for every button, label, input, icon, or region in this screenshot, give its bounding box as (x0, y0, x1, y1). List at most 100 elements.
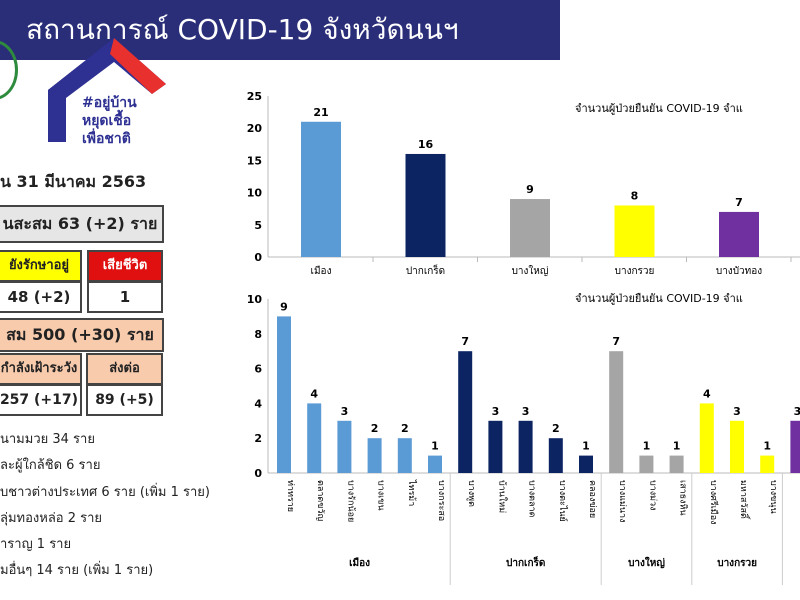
chart-title: จำนวนผู้ป่วยยืนยัน COVID-19 จำแ (575, 292, 743, 305)
data-label: 7 (461, 335, 469, 348)
bar (367, 438, 382, 473)
source-item: ำราญ 1 ราย (0, 537, 72, 552)
y-tick-label: 6 (254, 363, 262, 376)
group-label: เมือง (349, 557, 370, 569)
page-title: สถานการณ์ COVID-19 จังหวัดนนฯ (0, 0, 560, 60)
bar (405, 153, 446, 257)
source-item: มอื่นๆ 14 ราย (เพิ่ม 1 ราย) (0, 563, 154, 578)
y-tick-label: 2 (254, 432, 262, 445)
house-roof-icon (48, 38, 166, 142)
x-tick-label: ท่าทราย (285, 480, 295, 512)
x-tick-label: บางขนุน (768, 480, 778, 514)
y-tick-label: 15 (247, 154, 262, 167)
bar (760, 455, 775, 473)
x-tick-label: บ้านใหม่ (496, 480, 507, 513)
x-tick-label: บางแม่นาง (617, 480, 627, 523)
x-tick-label: บางพูด (466, 480, 476, 507)
bar (639, 455, 654, 473)
data-label: 4 (703, 387, 711, 400)
bar (518, 420, 533, 473)
confirmed-total: นสะสม 63 (+2) ราย (0, 205, 164, 243)
y-tick-label: 4 (254, 397, 262, 410)
treating-value: 48 (+2) (0, 281, 82, 313)
bar (428, 455, 442, 473)
x-tick-label: ตลาดขวัญ (315, 480, 325, 521)
data-label: 1 (431, 440, 439, 453)
bar (397, 438, 412, 473)
x-tick-label: ไทรม้า (406, 479, 417, 506)
data-label: 21 (313, 106, 328, 119)
source-item: ลุ่มทองหล่อ 2 ราย (0, 511, 103, 526)
pui-total: สม 500 (+30) ราย (0, 318, 164, 352)
bar (277, 316, 291, 473)
deaths-value: 1 (87, 281, 163, 313)
y-tick-label: 8 (254, 328, 262, 341)
data-label: 9 (280, 300, 288, 313)
data-label: 2 (401, 422, 409, 435)
data-label: 16 (418, 138, 434, 151)
monitoring-value: 257 (+17) (0, 384, 82, 416)
campaign-text: #อยู่บ้าน หยุดเชื้อ เพื่อชาติ (82, 95, 137, 147)
x-tick-label: บางศรีเมือง (708, 480, 719, 525)
x-tick-label: บางกระสอ (436, 480, 446, 521)
data-label: 9 (526, 183, 534, 196)
data-label: 2 (552, 422, 560, 435)
group-label: บางกรวย (717, 558, 757, 569)
stay-home-logo: #อยู่บ้าน หยุดเชื้อ เพื่อชาติ (44, 32, 169, 152)
data-label: 3 (733, 405, 741, 418)
data-label: 1 (763, 440, 771, 453)
bar (579, 455, 593, 473)
data-label: 2 (371, 422, 379, 435)
y-tick-label: 5 (254, 219, 262, 232)
bar (510, 199, 550, 257)
data-label: 1 (582, 440, 590, 453)
data-label: 1 (643, 440, 651, 453)
chart-title: จำนวนผู้ป่วยยืนยัน COVID-19 จำแ (575, 102, 743, 115)
data-label: 3 (341, 405, 349, 418)
data-label: 7 (735, 196, 743, 209)
x-tick-label: เสาธงหิน (678, 480, 689, 516)
x-tick-label: บางกรวย (615, 266, 655, 277)
data-label: 7 (612, 335, 620, 348)
x-tick-label: บางใหญ่ (512, 265, 549, 277)
bar (301, 121, 341, 257)
group-label: ปากเกร็ด (506, 555, 545, 569)
bar (790, 420, 800, 473)
report-date: น 31 มีนาคม 2563 (0, 172, 147, 191)
x-tick-label: บางตะไนย์ (557, 480, 569, 522)
bar (730, 420, 744, 473)
bar (609, 351, 624, 473)
group-label: บางใหญ่ (628, 556, 665, 569)
source-item: นามมวย 34 ราย (0, 432, 95, 447)
x-tick-label: บางบัวทอง (716, 266, 762, 277)
x-tick-label: บางม่วง (647, 480, 657, 511)
referred-value: 89 (+5) (86, 384, 163, 416)
x-tick-label: คลองข่อย (587, 480, 597, 518)
y-tick-label: 20 (247, 122, 263, 135)
bar (669, 455, 684, 473)
bar (548, 438, 563, 473)
data-label: 4 (310, 387, 318, 400)
x-tick-label: เมือง (311, 265, 332, 277)
bar (614, 205, 655, 257)
x-tick-label: บางตลาด (527, 480, 537, 518)
x-tick-label: มหาสวัสดิ์ (738, 480, 751, 520)
x-tick-label: ปากเกร็ด (406, 263, 445, 277)
data-label: 8 (631, 189, 639, 202)
data-label: 3 (492, 405, 500, 418)
x-tick-label: บางเขน (376, 480, 386, 511)
x-tick-label: บางรักน้อย (345, 480, 356, 522)
bar (307, 403, 322, 473)
y-tick-label: 10 (247, 293, 263, 306)
y-tick-label: 0 (254, 467, 262, 480)
bar (337, 420, 352, 473)
monitoring-label: กำลังเฝ้าระวัง (0, 353, 82, 385)
source-item: ละผู้ใกล้ชิด 6 ราย (0, 458, 101, 473)
y-tick-label: 10 (247, 187, 263, 200)
bar (458, 351, 473, 473)
source-item: บชาวต่างประเทศ 6 ราย (เพิ่ม 1 ราย) (0, 485, 210, 500)
data-label: 1 (673, 440, 681, 453)
data-label: 3 (794, 405, 800, 418)
x-tick-label: ต.ห้วยฯ (798, 480, 800, 510)
